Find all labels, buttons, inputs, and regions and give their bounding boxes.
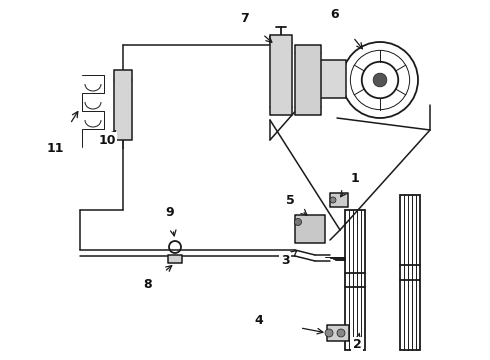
Circle shape <box>325 329 333 337</box>
FancyBboxPatch shape <box>168 255 182 263</box>
FancyBboxPatch shape <box>295 45 321 115</box>
Text: 4: 4 <box>255 314 264 327</box>
Text: 8: 8 <box>144 279 152 292</box>
Text: 5: 5 <box>286 194 294 207</box>
Text: 6: 6 <box>331 9 339 22</box>
Text: 7: 7 <box>240 12 248 24</box>
Circle shape <box>373 73 387 87</box>
Text: 3: 3 <box>281 253 289 266</box>
FancyBboxPatch shape <box>314 60 346 98</box>
FancyBboxPatch shape <box>295 215 325 243</box>
Circle shape <box>294 219 301 225</box>
Circle shape <box>330 197 336 203</box>
Text: 11: 11 <box>46 141 64 154</box>
FancyBboxPatch shape <box>114 70 132 140</box>
Text: 1: 1 <box>351 171 359 184</box>
Circle shape <box>337 329 345 337</box>
FancyBboxPatch shape <box>327 325 349 341</box>
Text: 10: 10 <box>98 134 116 147</box>
Text: 9: 9 <box>166 207 174 220</box>
FancyBboxPatch shape <box>330 193 348 207</box>
Text: 2: 2 <box>353 338 362 351</box>
FancyBboxPatch shape <box>270 35 292 115</box>
